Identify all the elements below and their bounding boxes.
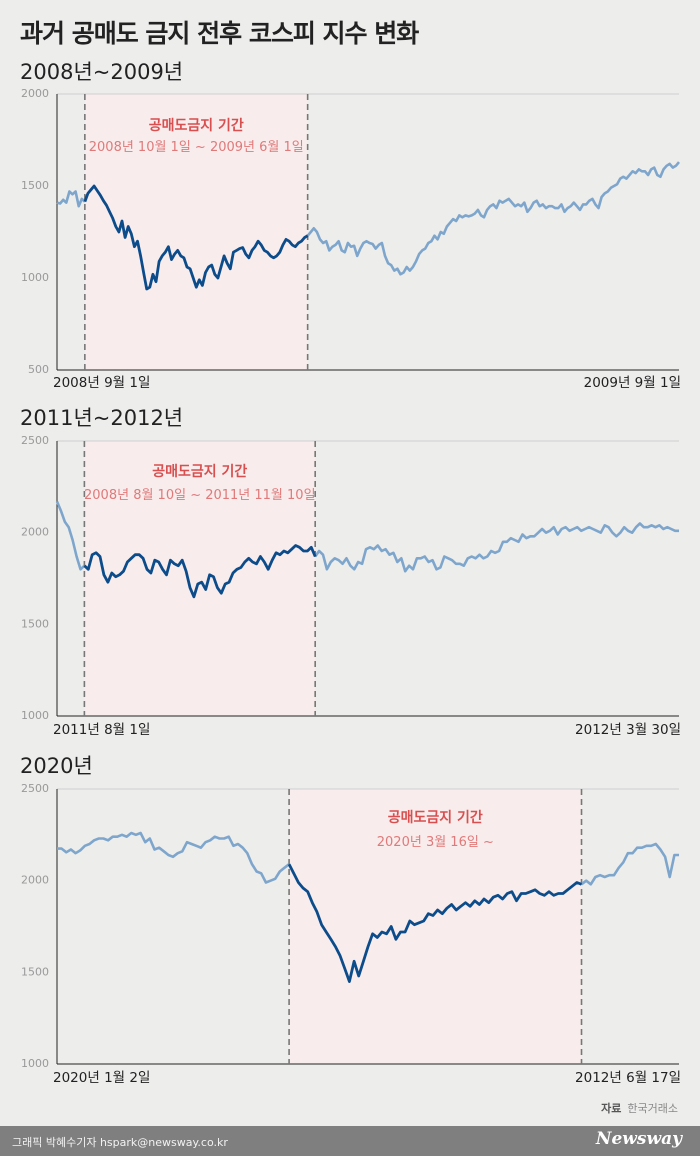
- chart1-y-tick-1000: 1000: [21, 271, 49, 284]
- graphic-credit: 그래픽 박혜수기자 hspark@newsway.co.kr: [12, 1136, 228, 1149]
- chart1-series-after: [306, 161, 680, 276]
- chart1-ban-period: 2008년 10월 1일 ~ 2009년 6월 1일: [89, 140, 304, 155]
- chart2-ban-period: 2008년 8월 10일 ~ 2011년 11월 10일: [84, 488, 316, 503]
- chart3-title: 2020년: [20, 754, 93, 778]
- chart1-series-before: [56, 190, 86, 208]
- chart3-start-date-label: 2020년 1월 2일: [53, 1070, 150, 1086]
- chart3-ban-label: 공매도금지 기간: [388, 809, 483, 826]
- chart2-y-tick-2500: 2500: [21, 434, 49, 447]
- chart3-y-tick-1000: 1000: [21, 1057, 49, 1070]
- chart1-y-tick-500: 500: [28, 363, 49, 376]
- chart1-y-tick-1500: 1500: [21, 179, 49, 192]
- chart2-end-date-label: 2012년 3월 30일: [575, 722, 681, 738]
- chart3-series-before: [57, 831, 290, 884]
- chart3-ban-period: 2020년 3월 16일 ~: [377, 835, 494, 850]
- chart3-y-tick-1500: 1500: [21, 965, 49, 978]
- chart2-title: 2011년~2012년: [20, 406, 183, 430]
- chart1-end-date-label: 2009년 9월 1일: [584, 375, 681, 391]
- source-label: 자료: [601, 1102, 622, 1115]
- chart2-start-date-label: 2011년 8월 1일: [53, 722, 150, 738]
- chart1-ban-band: [84, 94, 308, 370]
- source-value: 한국거래소: [627, 1102, 678, 1115]
- chart1-title: 2008년~2009년: [20, 60, 183, 84]
- chart2-y-tick-1500: 1500: [21, 617, 49, 630]
- chart3-series-ban: [287, 863, 583, 983]
- chart1-series-ban: [83, 184, 309, 291]
- chart1-ban-label: 공매도금지 기간: [149, 117, 244, 134]
- chart2-series-before: [55, 500, 86, 571]
- chart2-series-ban: [83, 544, 317, 599]
- main-title: 과거 공매도 금지 전후 코스피 지수 변화: [20, 19, 419, 48]
- chart2-y-tick-2000: 2000: [21, 526, 49, 539]
- chart1-start-date-label: 2008년 9월 1일: [53, 375, 150, 391]
- chart2-series-after: [314, 522, 679, 573]
- newsway-logo: Newsway: [595, 1129, 682, 1149]
- chart2-ban-label: 공매도금지 기간: [152, 463, 247, 480]
- chart3-y-tick-2500: 2500: [21, 782, 49, 795]
- source-note: 자료 한국거래소: [601, 1100, 678, 1116]
- chart3-end-date-label: 2012년 6월 17일: [575, 1070, 681, 1086]
- chart1-y-tick-2000: 2000: [21, 87, 49, 100]
- chart3-y-tick-2000: 2000: [21, 874, 49, 887]
- chart2-ban-band: [84, 441, 316, 716]
- chart2-y-tick-1000: 1000: [21, 709, 49, 722]
- chart3-ban-band: [289, 789, 582, 1064]
- chart3-series-after: [580, 842, 679, 886]
- footer-bar: 그래픽 박혜수기자 hspark@newsway.co.kr Newsway: [0, 1126, 700, 1156]
